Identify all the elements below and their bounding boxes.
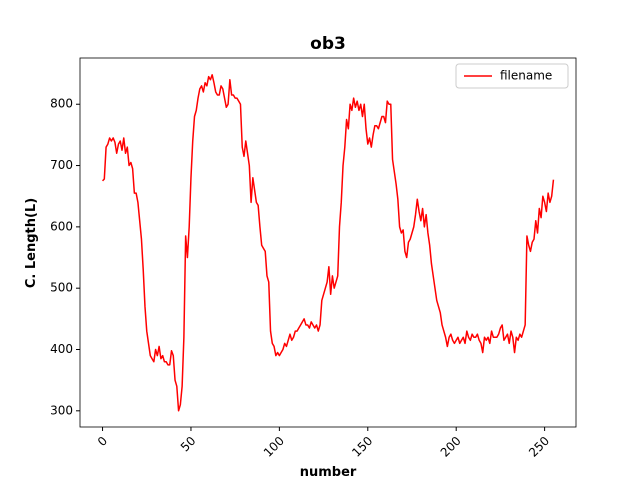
x-axis-label: number [300,465,357,480]
chart-title: ob3 [310,34,346,54]
x-tick-label: 150 [349,434,375,460]
x-tick-label: 250 [526,434,552,460]
y-tick-label: 500 [50,281,73,295]
x-tick-label: 200 [438,434,464,460]
y-tick-label: 300 [50,403,73,417]
data-line [102,74,555,412]
legend-box [455,63,569,89]
axes-frame [79,57,577,428]
y-tick-label: 700 [50,158,73,172]
legend-label: filename [500,69,552,83]
y-tick-label: 400 [50,342,73,356]
y-tick-label: 800 [50,97,73,111]
x-tick-label: 100 [261,434,287,460]
y-axis-label: C. Length(L) [24,198,39,288]
x-tick-label: 0 [95,434,110,449]
y-tick-label: 600 [50,219,73,233]
x-tick-label: 50 [178,434,199,455]
